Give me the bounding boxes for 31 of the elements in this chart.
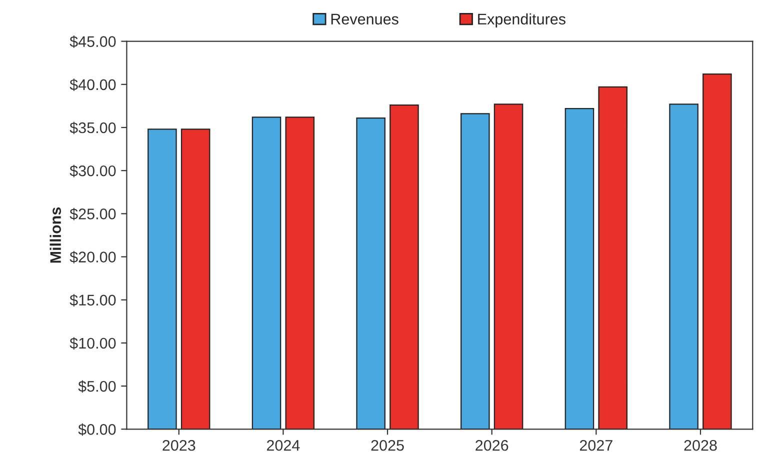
bar (148, 128, 177, 430)
bar (460, 113, 490, 430)
y-tick-label: $20.00 (70, 251, 116, 264)
y-tick-label: $0.00 (78, 423, 116, 436)
y-tick-label: $10.00 (70, 337, 116, 350)
y-tick-label: $35.00 (70, 122, 116, 134)
x-tick-label: 2027 (580, 440, 612, 451)
x-tick-label: 2028 (684, 440, 717, 451)
y-tick-label: $5.00 (78, 380, 116, 393)
legend-label: Expenditures (478, 13, 566, 28)
x-tick-label: 2026 (476, 440, 508, 451)
bar (598, 86, 628, 430)
bar (702, 74, 732, 430)
bar (180, 128, 210, 430)
legend-label: Revenues (331, 14, 398, 25)
x-tick-label: 2024 (266, 440, 300, 451)
bar (252, 116, 282, 430)
bar (390, 104, 419, 430)
y-tick-label: $40.00 (70, 78, 116, 91)
x-tick-label: 2025 (371, 440, 404, 451)
bar (564, 108, 594, 430)
y-tick-label: $25.00 (70, 208, 116, 220)
bar (356, 117, 386, 430)
y-axis-title: Millions (50, 207, 62, 263)
y-tick-label: $30.00 (70, 164, 116, 178)
bar (494, 104, 524, 430)
bar (285, 116, 315, 430)
y-tick-label: $15.00 (70, 294, 116, 306)
bar (669, 104, 698, 430)
y-tick-label: $45.00 (70, 36, 116, 48)
x-tick-label: 2023 (162, 440, 196, 451)
